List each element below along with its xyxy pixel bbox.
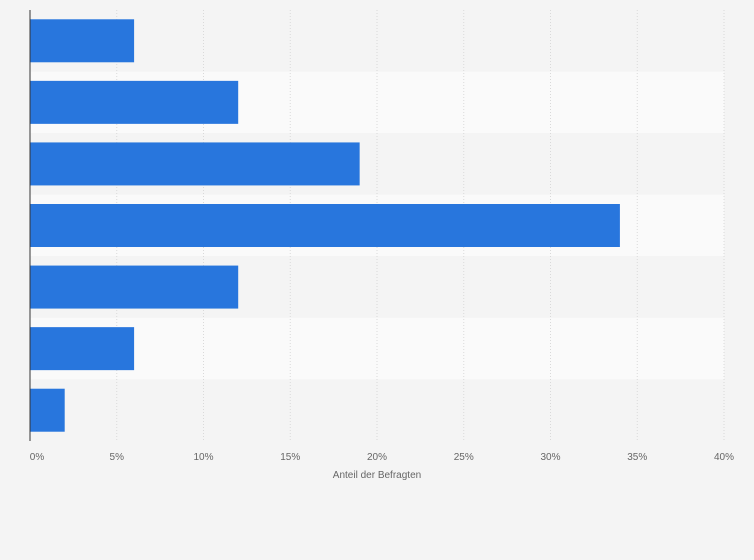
x-tick-label: 10% (193, 452, 213, 463)
x-tick-label: 40% (714, 452, 734, 463)
bar (30, 19, 135, 63)
x-tick-label: 35% (627, 452, 647, 463)
bars (30, 19, 620, 432)
bar (30, 142, 360, 186)
bar (30, 388, 65, 432)
x-axis-tick-labels: 0% 5% 10% 15% 20% 25% 30% 35% 40% (30, 452, 734, 463)
bar (30, 327, 135, 371)
x-tick-label: 20% (367, 452, 387, 463)
x-tick-label: 25% (454, 452, 474, 463)
bar (30, 80, 239, 124)
x-tick-label: 0% (30, 452, 45, 463)
bar (30, 204, 620, 247)
x-tick-label: 30% (540, 452, 560, 463)
x-tick-label: 15% (280, 452, 300, 463)
bar (30, 265, 239, 309)
x-axis-title: Anteil der Befragten (333, 470, 421, 481)
x-tick-label: 5% (110, 452, 125, 463)
